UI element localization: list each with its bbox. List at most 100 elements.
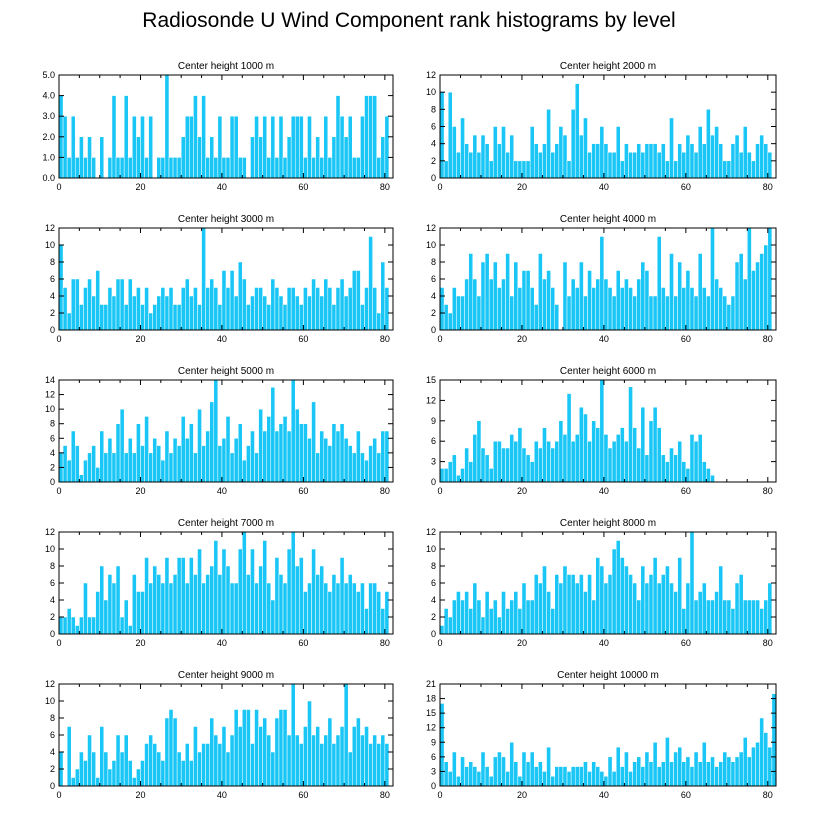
panel-4-bar-74 [742, 278, 748, 331]
panel-5-ytick-label-6: 12 [45, 390, 55, 400]
panel-9-bar-21 [144, 743, 149, 787]
panel-3-bar-5 [79, 304, 84, 331]
panel-1-bar-80 [384, 115, 390, 179]
panel-9-bar-28 [172, 717, 178, 787]
panel-2-bar-28 [554, 143, 560, 179]
panel-9-bar-69 [339, 726, 345, 787]
panel-6-xtick-label-20: 20 [517, 486, 527, 496]
panel-7-bar-29 [176, 557, 182, 635]
panel-7-bar-21 [144, 557, 149, 635]
panel-7-bar-66 [327, 591, 333, 635]
panel-4-bar-18 [513, 261, 519, 331]
panel-5-bar-23 [152, 438, 157, 483]
panel-8-bar-4 [456, 591, 461, 635]
panel-8-xtick-label-60: 60 [681, 638, 691, 648]
panel-5-bar-30 [180, 416, 186, 483]
panel-1-bar-32 [189, 115, 194, 179]
panel-9-bar-48 [254, 709, 259, 787]
panel-4-bar-67 [714, 278, 719, 331]
panel-6-bar-22 [529, 461, 535, 483]
panel-2-bar-59 [681, 152, 687, 179]
panel-9-bar-57 [290, 683, 296, 787]
panel-9-bar-58 [294, 734, 300, 787]
panel-8-bar-64 [701, 582, 707, 635]
panel-3-bar-67 [331, 304, 337, 331]
panel-2-bar-45 [624, 143, 629, 179]
panel-2-bar-77 [755, 143, 760, 179]
panel-1-bar-79 [380, 136, 386, 179]
panel-10-bar-1 [443, 761, 449, 787]
panel-3-bar-58 [294, 295, 300, 331]
panel-5-bar-59 [299, 423, 304, 483]
panel-3-bar-23 [152, 304, 157, 331]
panel-6-bar-47 [632, 427, 637, 483]
panel-1-bar-67 [331, 136, 337, 179]
panel-7-bar-34 [197, 548, 202, 635]
panel-9-bar-55 [282, 709, 288, 787]
panel-9-ytick-label-0: 0 [50, 781, 55, 791]
panel-3-bar-77 [372, 287, 377, 331]
panel-6-bar-0 [439, 468, 445, 483]
panel-2-bar-65 [706, 109, 711, 179]
panel-6-bar-41 [607, 447, 613, 483]
panel-6-ytick-label-2: 6 [431, 436, 436, 446]
panel-8-bar-48 [636, 599, 642, 635]
panel-3-bar-33 [193, 287, 198, 331]
panel-7-bar-44 [237, 548, 243, 635]
panel-3-bar-43 [233, 295, 239, 331]
panel-10-bar-67 [714, 766, 719, 787]
panel-5-ytick-label-0: 0 [50, 477, 55, 487]
panel-9-xtick-label-40: 40 [217, 790, 227, 800]
panel-8-bar-58 [677, 557, 683, 635]
panel-4-xtick-label-80: 80 [763, 334, 773, 344]
panel-8-bar-62 [693, 599, 699, 635]
panel-5-bar-43 [233, 438, 239, 483]
panel-8-bar-45 [624, 565, 629, 635]
panel-7-bar-5 [79, 616, 84, 635]
panel-1-bar-50 [262, 115, 267, 179]
panel-10-ytick-label-4: 12 [426, 723, 436, 733]
panel-4-bar-13 [493, 261, 498, 331]
panel-8-bar-3 [452, 599, 457, 635]
panel-1-bar-36 [205, 157, 210, 179]
panel-4-bar-49 [640, 261, 646, 331]
panel-5-bar-48 [254, 452, 259, 483]
panel-4-bar-8 [472, 278, 478, 331]
panel-1-bar-18 [132, 115, 137, 179]
panel-3-bar-2 [66, 312, 72, 331]
panel-6-ytick-label-0: 0 [431, 477, 436, 487]
panel-4-bar-60 [685, 270, 691, 331]
panel-7-bar-7 [87, 616, 92, 635]
panel-6-bar-4 [456, 474, 461, 483]
panel-9-ytick-label-1: 2 [50, 764, 55, 774]
panel-5-bar-51 [266, 416, 272, 483]
panel-3-bar-57 [290, 287, 296, 331]
panel-2-bar-37 [591, 143, 596, 179]
panel-9-bar-13 [111, 760, 117, 787]
panel-3-bar-16 [123, 304, 129, 331]
panel-4-bar-68 [718, 287, 723, 331]
panel-10-bar-75 [747, 756, 752, 787]
panel-5-bar-70 [343, 438, 349, 483]
panel-9-bar-24 [156, 751, 162, 787]
panel-7-bar-69 [339, 557, 345, 635]
panel-5-bar-29 [176, 445, 182, 483]
panel-5-bar-33 [193, 452, 198, 483]
figure-title: Radiosonde U Wind Component rank histogr… [142, 9, 675, 32]
panel-5-bar-65 [323, 438, 329, 483]
panel-4-bar-39 [599, 236, 605, 331]
panel-4-bar-42 [611, 295, 617, 331]
panel-2-ytick-label-2: 4 [431, 139, 436, 149]
panel-1-bar-6 [83, 157, 88, 179]
panel-6-bar-50 [644, 454, 650, 483]
panel-8-bar-57 [673, 591, 678, 635]
panel-4-bar-7 [468, 253, 474, 331]
panel-4-bar-55 [665, 295, 670, 331]
panel-8-bar-23 [533, 574, 539, 635]
panel-8-bar-44 [620, 557, 625, 635]
panel-5-bar-57 [290, 379, 296, 483]
panel-7-bar-54 [278, 574, 284, 635]
panel-10-bar-73 [738, 751, 744, 787]
panel-5-bar-52 [270, 387, 276, 483]
panel-6-bar-20 [521, 447, 527, 483]
